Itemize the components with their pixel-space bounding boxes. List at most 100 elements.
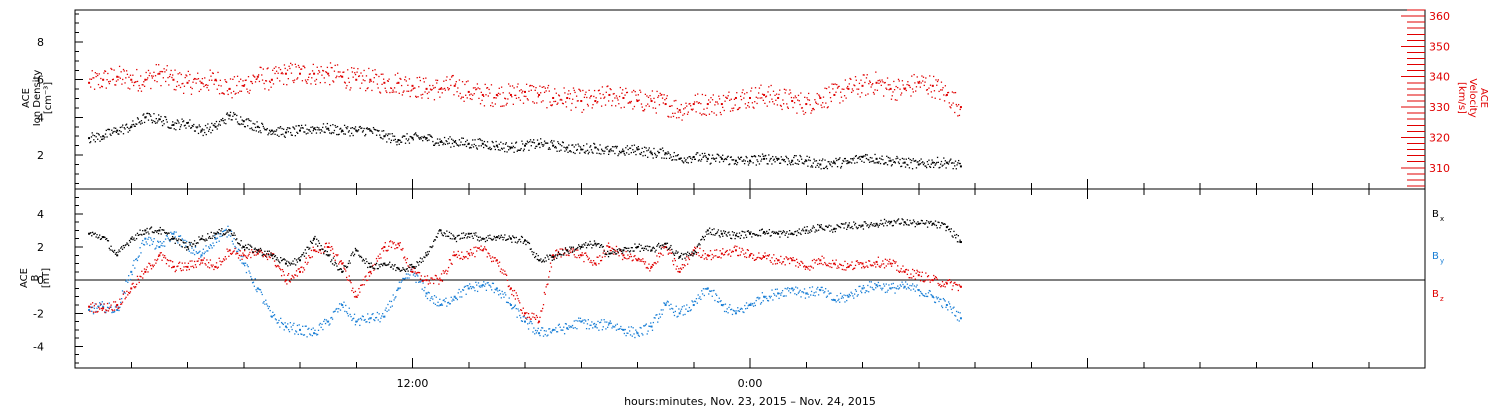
bx-point: [247, 247, 248, 248]
velocity-point: [135, 81, 136, 82]
bx-point: [493, 238, 494, 239]
bx-point: [558, 252, 559, 253]
bx-point: [574, 250, 575, 251]
bz-point: [344, 269, 345, 270]
ion-density-point: [237, 121, 238, 122]
by-point: [596, 327, 597, 328]
velocity-point: [670, 116, 671, 117]
velocity-point: [960, 109, 961, 110]
ion-density-point: [670, 154, 671, 155]
velocity-point: [740, 96, 741, 97]
bz-point: [799, 265, 800, 266]
by-point: [629, 330, 630, 331]
bx-point: [156, 232, 157, 233]
ion-density-point: [778, 158, 779, 159]
ion-density-point: [573, 152, 574, 153]
velocity-point: [249, 93, 250, 94]
velocity-point: [491, 84, 492, 85]
bz-point: [292, 276, 293, 277]
by-point: [839, 302, 840, 303]
by-point: [522, 321, 523, 322]
ion-density-point: [321, 130, 322, 131]
velocity-point: [736, 92, 737, 93]
by-point: [885, 292, 886, 293]
ion-density-point: [287, 127, 288, 128]
velocity-point: [279, 80, 280, 81]
velocity-point: [680, 112, 681, 113]
bx-point: [118, 249, 119, 250]
velocity-point: [902, 80, 903, 81]
ion-density-point: [873, 160, 874, 161]
velocity-point: [676, 117, 677, 118]
bz-point: [960, 286, 962, 288]
by-point: [630, 334, 631, 335]
velocity-point: [184, 86, 185, 87]
velocity-point: [505, 98, 506, 99]
velocity-point: [867, 74, 868, 75]
ion-density-point: [484, 141, 485, 142]
velocity-point: [516, 98, 517, 99]
velocity-point: [345, 87, 346, 88]
ion-density-point: [660, 149, 661, 150]
velocity-point: [829, 92, 830, 93]
bx-point: [487, 240, 488, 241]
bx-point: [391, 266, 392, 267]
velocity-point: [482, 94, 484, 96]
bz-point: [589, 262, 590, 263]
bx-point: [566, 249, 568, 251]
velocity-point: [894, 89, 895, 90]
velocity-point: [891, 99, 892, 100]
by-point: [341, 304, 343, 306]
ion-density-point: [249, 128, 250, 129]
bz-point: [207, 266, 208, 267]
bx-point: [606, 254, 607, 255]
by-point: [735, 312, 737, 314]
by-point: [688, 311, 689, 312]
bz-point: [522, 312, 523, 313]
bx-point: [495, 240, 496, 241]
bx-point: [365, 258, 366, 259]
by-point: [606, 321, 607, 322]
bx-point: [136, 238, 137, 239]
by-point: [571, 326, 572, 327]
ion-density-point: [121, 126, 122, 127]
by-point: [799, 291, 800, 292]
by-point: [727, 308, 728, 309]
ion-density-point: [460, 144, 461, 145]
velocity-point: [923, 77, 924, 78]
bz-point: [937, 279, 938, 280]
ion-density-point: [712, 155, 713, 156]
bz-point: [420, 278, 421, 279]
bz-point: [205, 264, 206, 265]
bz-point: [515, 298, 516, 299]
ion-density-point: [428, 134, 429, 135]
ion-density-point: [577, 149, 578, 150]
bx-point: [428, 253, 429, 254]
by-point: [627, 333, 628, 334]
ion-density-point: [772, 156, 773, 157]
velocity-point: [530, 85, 531, 86]
ion-density-point: [467, 140, 468, 141]
velocity-point: [785, 92, 786, 93]
bz-point: [705, 253, 706, 254]
velocity-point: [293, 82, 294, 83]
bx-point: [349, 262, 350, 263]
by-point: [286, 327, 287, 328]
by-point: [555, 327, 556, 328]
bx-point: [568, 253, 569, 254]
ion-density-point: [90, 141, 91, 142]
ion-density-point: [585, 152, 586, 153]
bz-point: [757, 257, 758, 258]
velocity-point: [122, 79, 123, 80]
ion-density-point: [301, 125, 302, 126]
by-point: [473, 287, 474, 288]
ion-density-point: [171, 125, 172, 126]
ion-density-point: [371, 131, 372, 132]
bz-point: [346, 277, 347, 278]
velocity-point: [355, 79, 357, 81]
ion-density-point: [299, 125, 300, 126]
ion-density-point: [637, 148, 639, 150]
velocity-point: [795, 97, 796, 98]
bz-point: [746, 257, 747, 258]
bz-point: [432, 279, 433, 280]
